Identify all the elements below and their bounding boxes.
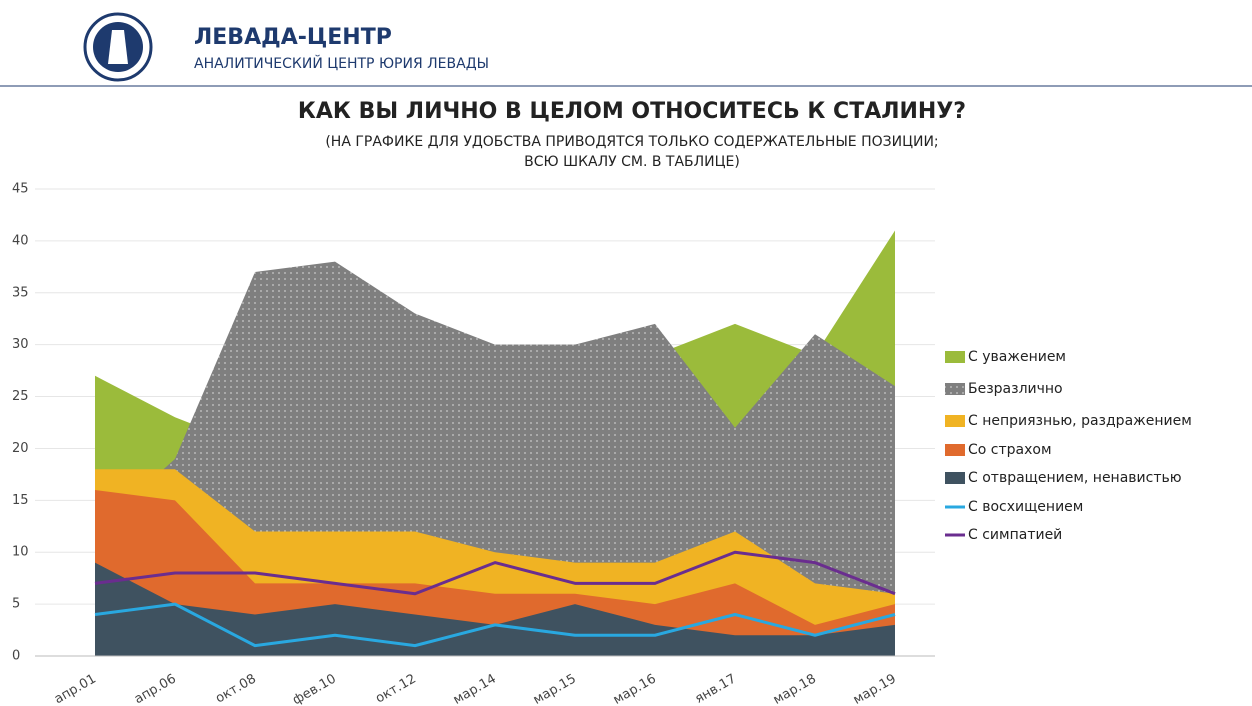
x-tick-label: фев.10 xyxy=(290,672,339,706)
chart-title: КАК ВЫ ЛИЧНО В ЦЕЛОМ ОТНОСИТЕСЬ К СТАЛИН… xyxy=(298,99,966,124)
x-tick-label: янв.17 xyxy=(693,672,739,706)
x-tick-label: окт.12 xyxy=(373,672,419,706)
legend-label: С симпатией xyxy=(968,527,1062,543)
header-title: ЛЕВАДА-ЦЕНТР xyxy=(194,25,392,50)
legend-swatch xyxy=(945,351,965,363)
y-tick-label: 30 xyxy=(12,337,29,352)
y-tick-label: 40 xyxy=(12,233,29,248)
header-subtitle: АНАЛИТИЧЕСКИЙ ЦЕНТР ЮРИЯ ЛЕВАДЫ xyxy=(194,54,489,72)
legend-label: С восхищением xyxy=(968,499,1083,515)
y-tick-label: 0 xyxy=(12,649,20,664)
legend-label: С уважением xyxy=(968,349,1066,365)
x-tick-label: апр.06 xyxy=(132,672,179,706)
legend-label: С неприязнью, раздражением xyxy=(968,413,1192,429)
y-tick-label: 45 xyxy=(12,182,29,197)
legend-swatch xyxy=(945,472,965,484)
legend-label: Безразлично xyxy=(968,381,1063,397)
legend-label: Со страхом xyxy=(968,442,1052,458)
x-tick-label: мар.19 xyxy=(851,672,899,706)
x-tick-label: мар.16 xyxy=(611,672,659,706)
x-tick-label: апр.01 xyxy=(52,672,99,706)
y-tick-label: 35 xyxy=(12,285,29,300)
legend-swatch xyxy=(945,444,965,456)
y-tick-label: 5 xyxy=(12,597,20,612)
legend-swatch xyxy=(945,415,965,427)
legend-swatch xyxy=(945,383,965,395)
logo xyxy=(85,14,151,80)
legend-label: С отвращением, ненавистью xyxy=(968,470,1182,486)
x-tick-label: мар.15 xyxy=(531,672,579,706)
chart-subtitle: ВСЮ ШКАЛУ СМ. В ТАБЛИЦЕ) xyxy=(524,154,740,170)
y-tick-label: 10 xyxy=(12,545,29,560)
page: ЛЕВАДА-ЦЕНТР АНАЛИТИЧЕСКИЙ ЦЕНТР ЮРИЯ ЛЕ… xyxy=(0,0,1252,706)
chart-subtitle: (НА ГРАФИКЕ ДЛЯ УДОБСТВА ПРИВОДЯТСЯ ТОЛЬ… xyxy=(325,134,938,150)
x-tick-label: мар.14 xyxy=(451,672,499,706)
y-tick-label: 15 xyxy=(12,493,29,508)
y-tick-label: 25 xyxy=(12,389,29,404)
x-tick-label: мар.18 xyxy=(771,672,819,706)
y-tick-label: 20 xyxy=(12,441,29,456)
x-tick-label: окт.08 xyxy=(213,672,259,706)
